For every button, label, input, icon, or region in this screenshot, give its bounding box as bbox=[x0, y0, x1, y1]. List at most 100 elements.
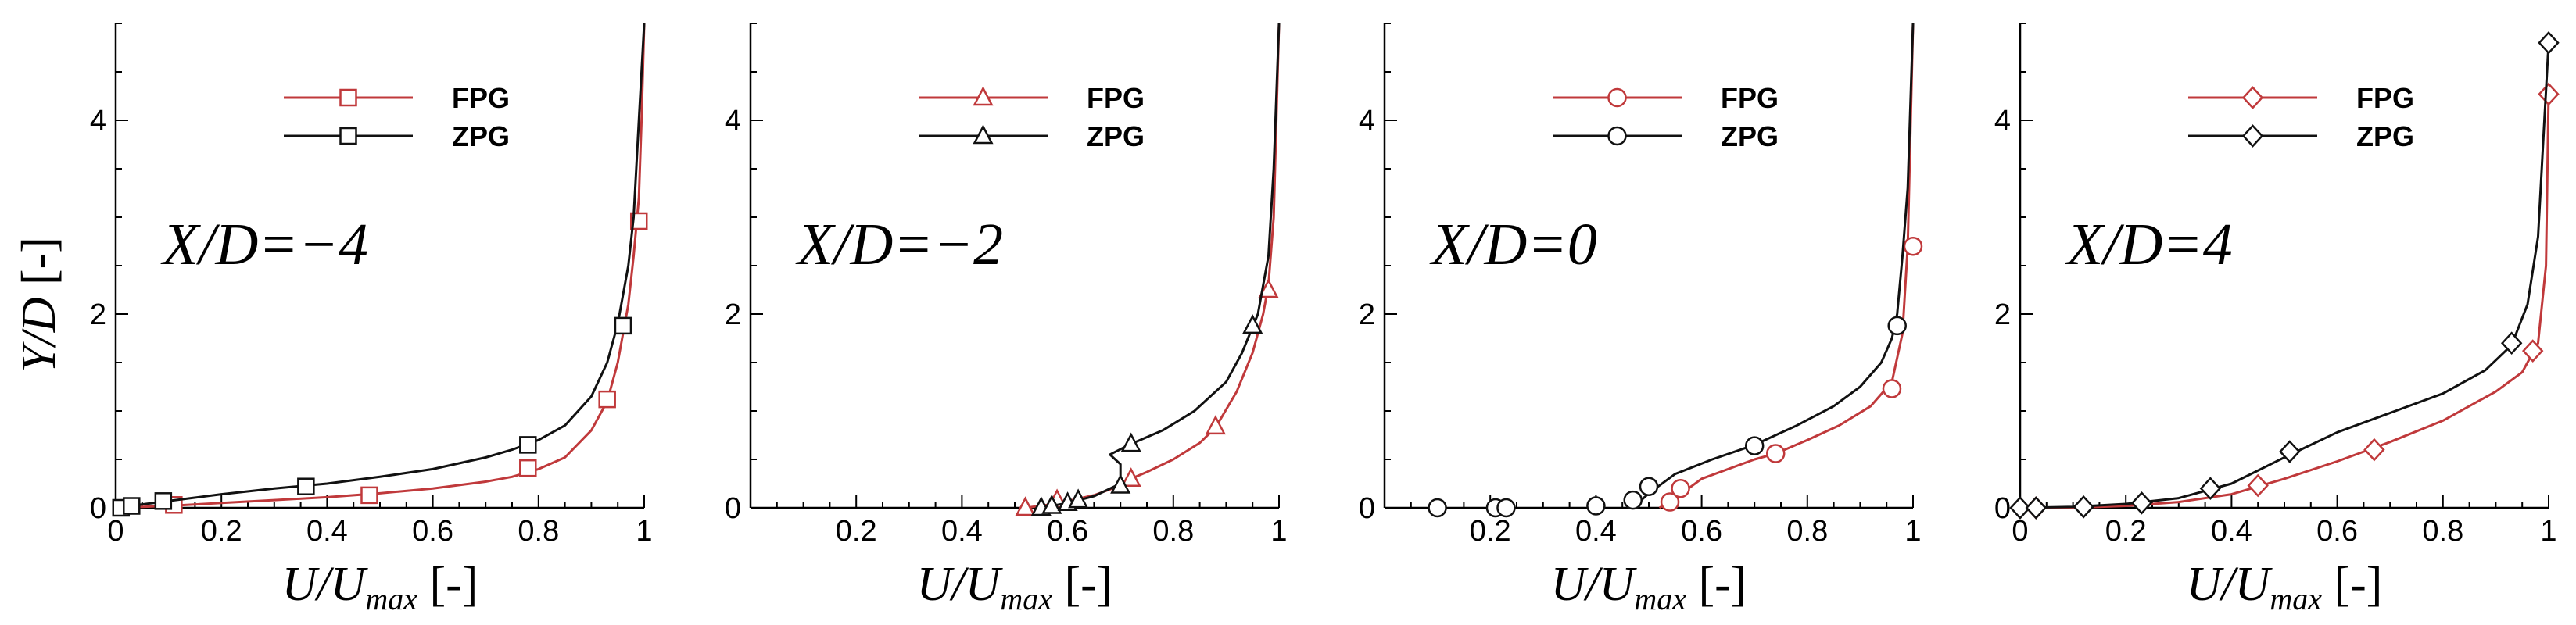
y-tick-label: 2 bbox=[725, 298, 741, 331]
x-tick-label: 0.6 bbox=[1681, 515, 1722, 548]
legend-marker-zpg bbox=[339, 127, 357, 145]
annotation-label: X/D=−2 bbox=[795, 212, 1003, 277]
data-point-zpg bbox=[2500, 331, 2523, 355]
y-tick-label: 2 bbox=[1994, 298, 2011, 331]
y-tick-label: 4 bbox=[90, 105, 106, 138]
x-tick-label: 1 bbox=[2540, 515, 2556, 548]
data-point-zpg bbox=[154, 492, 173, 510]
legend-marker-zpg bbox=[973, 124, 994, 145]
data-point-zpg bbox=[1744, 436, 1765, 455]
legend-label-zpg: ZPG bbox=[452, 120, 510, 152]
data-point-fpg bbox=[2363, 438, 2385, 462]
data-point-fpg bbox=[1015, 496, 1036, 516]
legend-label-fpg: FPG bbox=[1721, 82, 1779, 114]
legend-label-zpg: ZPG bbox=[1087, 120, 1145, 152]
data-point-fpg bbox=[519, 459, 537, 477]
series-line-fpg bbox=[2020, 91, 2550, 509]
data-point-fpg bbox=[1660, 492, 1680, 512]
data-point-zpg bbox=[1242, 314, 1263, 334]
series-line-fpg bbox=[115, 23, 646, 509]
legend-marker-zpg bbox=[1607, 126, 1627, 146]
y-tick-label: 4 bbox=[1994, 105, 2011, 138]
legend-label-zpg: ZPG bbox=[2356, 120, 2414, 152]
chart-panel-1: 0 2 4 0 0.2 0.4 0.6 0.8 1 U/Umax [-] X/D=−4 FPG ZPG bbox=[90, 23, 653, 616]
x-tick-label: 1 bbox=[1270, 515, 1287, 548]
x-tick-label: 0.8 bbox=[1786, 515, 1828, 548]
data-point-zpg bbox=[1887, 316, 1907, 336]
chart-panel-4: 0 2 4 0 0.2 0.4 0.6 0.8 1 U/Umax [-] X/D=4 FPG ZPG bbox=[1994, 23, 2560, 616]
data-point-zpg bbox=[1068, 488, 1089, 509]
data-point-zpg bbox=[1120, 432, 1141, 452]
x-axis-title: U/Umax [-] bbox=[1551, 558, 1747, 616]
x-axis-title: U/Umax [-] bbox=[282, 558, 478, 616]
x-tick-label: 0.8 bbox=[2422, 515, 2463, 548]
data-point-zpg bbox=[2130, 491, 2153, 515]
y-tick-label: 2 bbox=[1359, 298, 1375, 331]
chart-panel-2: 0 2 4 0.2 0.4 0.6 0.8 1 U/Umax [-] X/D=−2 FPG ZPG bbox=[725, 23, 1288, 616]
data-point-zpg bbox=[519, 436, 537, 454]
x-tick-label: 0.6 bbox=[2316, 515, 2358, 548]
x-tick-label: 1 bbox=[636, 515, 652, 548]
data-point-fpg bbox=[2522, 339, 2544, 362]
annotation-label: X/D=0 bbox=[1429, 212, 1597, 277]
x-tick-label: 1 bbox=[1904, 515, 1921, 548]
data-point-zpg bbox=[1110, 473, 1131, 494]
data-point-fpg bbox=[1765, 444, 1786, 463]
annotation-label: X/D=−4 bbox=[160, 212, 368, 277]
data-point-zpg bbox=[2279, 440, 2301, 463]
data-point-zpg bbox=[1586, 496, 1606, 516]
legend-marker-fpg bbox=[339, 88, 357, 107]
data-point-fpg bbox=[1258, 278, 1279, 298]
legend-label-fpg: FPG bbox=[452, 82, 510, 114]
x-tick-label: 0.2 bbox=[1470, 515, 1511, 548]
x-tick-label: 0.6 bbox=[1047, 515, 1088, 548]
x-axis-title: U/Umax [-] bbox=[917, 558, 1113, 616]
panels: 0 2 4 0 0.2 0.4 0.6 0.8 1 U/Umax [-] X/D=−4 FPG ZPG 0… bbox=[90, 23, 2560, 616]
x-tick-label: 0.8 bbox=[1152, 515, 1194, 548]
data-point-fpg bbox=[360, 486, 378, 505]
legend-label-fpg: FPG bbox=[2356, 82, 2414, 114]
data-point-zpg bbox=[1623, 490, 1643, 510]
data-point-zpg bbox=[1041, 494, 1062, 514]
annotation-label: X/D=4 bbox=[2065, 212, 2233, 277]
data-point-fpg bbox=[1205, 415, 1226, 435]
y-axis-title: Y/D [-] bbox=[13, 237, 66, 373]
x-tick-label: 0.2 bbox=[201, 515, 242, 548]
y-tick-label: 4 bbox=[1359, 105, 1375, 138]
x-tick-label: 0.2 bbox=[836, 515, 877, 548]
series-line-zpg bbox=[1041, 23, 1281, 509]
y-tick-label: 0 bbox=[725, 492, 741, 525]
x-tick-label: 0.6 bbox=[412, 515, 453, 548]
legend-marker-fpg bbox=[1607, 88, 1627, 108]
data-point-zpg bbox=[2073, 495, 2094, 519]
data-point-zpg bbox=[614, 316, 632, 335]
legend-marker-fpg bbox=[2241, 86, 2264, 109]
chart-panel-3: 0 2 4 0.2 0.4 0.6 0.8 1 U/Umax [-] X/D=0 FPG ZPG bbox=[1359, 23, 1923, 616]
y-tick-label: 4 bbox=[725, 105, 741, 138]
data-point-zpg bbox=[1496, 498, 1516, 518]
x-tick-label: 0 bbox=[107, 515, 124, 548]
x-tick-label: 0.4 bbox=[941, 515, 983, 548]
data-point-zpg bbox=[2199, 477, 2222, 501]
x-tick-label: 0.4 bbox=[2211, 515, 2252, 548]
data-point-fpg bbox=[598, 390, 616, 409]
legend-label-zpg: ZPG bbox=[1721, 120, 1779, 152]
data-point-fpg bbox=[1903, 236, 1923, 256]
x-axis-title: U/Umax [-] bbox=[2187, 558, 2383, 616]
legend-marker-fpg bbox=[973, 86, 994, 106]
data-point-fpg bbox=[2247, 473, 2269, 498]
series-line-zpg bbox=[1632, 23, 1915, 509]
legend-marker-zpg bbox=[2241, 124, 2264, 148]
data-point-fpg bbox=[2538, 82, 2560, 106]
x-tick-label: 0.2 bbox=[2105, 515, 2147, 548]
data-point-zpg bbox=[2025, 496, 2047, 520]
x-tick-label: 0.4 bbox=[1575, 515, 1617, 548]
data-point-fpg bbox=[1120, 467, 1141, 488]
data-point-fpg bbox=[1671, 478, 1690, 498]
x-tick-label: 0.8 bbox=[518, 515, 559, 548]
data-point-fpg bbox=[1882, 379, 1902, 398]
data-point-zpg bbox=[297, 477, 315, 495]
data-point-zpg bbox=[2538, 30, 2560, 55]
data-point-zpg bbox=[1639, 477, 1659, 496]
